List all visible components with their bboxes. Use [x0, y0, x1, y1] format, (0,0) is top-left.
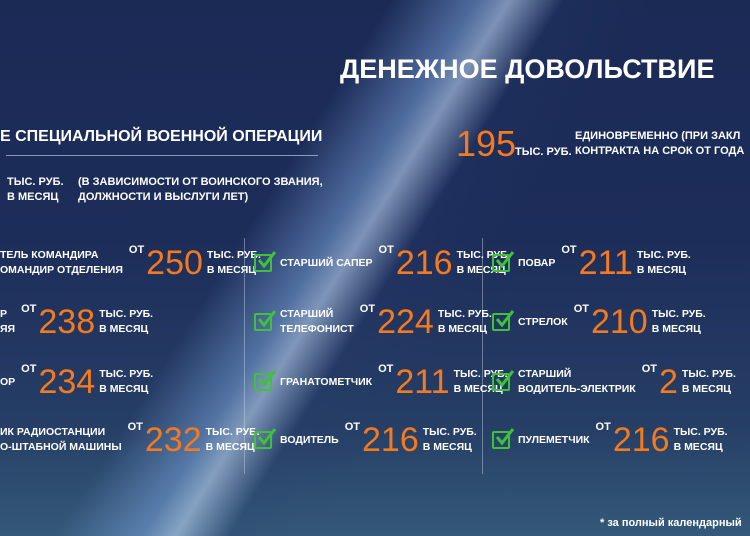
role-label: СТАРШИЙ ТЕЛЕФОНИСТ	[280, 308, 354, 335]
from-label: ОТ	[641, 363, 657, 375]
from-label: ОТ	[359, 303, 376, 315]
salary-value: 211	[395, 363, 450, 401]
lump-text: ЕДИНОВРЕМЕННО (ПРИ ЗАКЛ КОНТРАКТА НА СРОК…	[575, 130, 745, 157]
from-label: ОТ	[128, 244, 145, 256]
salary-row: ИК РАДИОСТАНЦИИ О-ШТАБНОЙ МАШИНЫ ОТ 232 ТЫС.…	[0, 421, 260, 459]
base-unit: ТЫС. РУБ. В МЕСЯЦ	[7, 176, 64, 203]
role-label: ОР	[0, 375, 16, 388]
salary-row: ТЕЛЬ КОМАНДИРА ОМАНДИР ОТДЕЛЕНИЯ ОТ 250 ТЫС.…	[0, 244, 261, 282]
lump-value: 195	[456, 123, 517, 164]
column-divider	[482, 238, 483, 474]
salary-unit: ТЫС. РУБ. В МЕСЯЦ	[99, 368, 154, 395]
salary-unit: ТЫС. РУБ. В МЕСЯЦ	[636, 249, 691, 276]
from-label: ОТ	[573, 303, 589, 315]
salary-row: ГРАНАТОМЕТЧИК ОТ 211 ТЫС. РУБ. В МЕСЯЦ	[254, 363, 508, 401]
checkbox-icon	[254, 428, 277, 449]
section-heading: Е СПЕЦИАЛЬНОЙ ВОЕННОЙ ОПЕРАЦИИ	[0, 128, 323, 145]
salary-unit: ТЫС. РУБ. В МЕСЯЦ	[206, 249, 261, 276]
salary-unit: ТЫС. РУБ. В МЕСЯЦ	[673, 426, 728, 453]
salary-row: ПУЛЕМЕТЧИК ОТ 216 ТЫС. РУБ. В МЕСЯЦ	[492, 421, 728, 459]
role-label: ВОДИТЕЛЬ	[280, 433, 339, 446]
checkbox-icon	[254, 251, 277, 272]
role-label: СТАРШИЙ САПЕР	[280, 256, 373, 269]
salary-row: СТАРШИЙ ТЕЛЕФОНИСТ ОТ 224 ТЫС. РУБ. В МЕСЯЦ	[254, 303, 492, 341]
role-label: СТРЕЛОК	[518, 315, 568, 328]
salary-value: 232	[144, 421, 202, 459]
salary-value: 250	[146, 244, 203, 282]
base-note: (В ЗАВИСИМОСТИ ОТ ВОИНСКОГО ЗВАНИЯ, ДОЛЖН…	[78, 176, 323, 203]
from-label: ОТ	[378, 363, 394, 375]
salary-value: 216	[362, 421, 419, 459]
salary-unit: ТЫС. РУБ. В МЕСЯЦ	[99, 308, 154, 335]
lump-unit: ТЫС. РУБ.	[515, 146, 572, 158]
role-label: ПУЛЕМЕТЧИК	[518, 433, 590, 446]
from-label: ОТ	[127, 421, 143, 433]
divider	[6, 155, 318, 156]
salary-value: 224	[377, 303, 434, 341]
salary-row: Р ЯЯ ОТ 238 ТЫС. РУБ. В МЕСЯЦ	[0, 303, 153, 341]
salary-row: СТАРШИЙ САПЕР ОТ 216 ТЫС. РУБ. В МЕСЯЦ	[254, 244, 511, 282]
role-label: ПОВАР	[518, 256, 556, 269]
salary-value: 234	[38, 363, 96, 401]
checkbox-icon	[492, 428, 515, 449]
salary-value: 238	[38, 303, 96, 341]
role-label: ГРАНАТОМЕТЧИК	[280, 375, 373, 388]
checkbox-icon	[254, 310, 277, 331]
salary-row: ВОДИТЕЛЬ ОТ 216 ТЫС. РУБ. В МЕСЯЦ	[254, 421, 477, 459]
checkbox-icon	[492, 251, 515, 272]
salary-value: 210	[590, 303, 648, 341]
salary-row: ОР ОТ 234 ТЫС. РУБ. В МЕСЯЦ	[0, 363, 153, 401]
role-label: СТАРШИЙ ВОДИТЕЛЬ-ЭЛЕКТРИК	[518, 368, 636, 395]
from-label: ОТ	[344, 421, 360, 433]
from-label: ОТ	[378, 244, 394, 256]
salary-value: 216	[395, 244, 453, 282]
salary-unit: ТЫС. РУБ. В МЕСЯЦ	[437, 308, 492, 335]
salary-value: 2	[658, 363, 678, 401]
footnote: * за полный календарный	[600, 517, 742, 529]
checkbox-icon	[492, 370, 515, 391]
from-label: ОТ	[21, 303, 37, 315]
salary-unit: ТЫС. РУБ. В МЕСЯЦ	[651, 308, 706, 335]
column-divider	[244, 238, 245, 474]
page-title: ДЕНЕЖНОЕ ДОВОЛЬСТВИЕ	[340, 54, 715, 84]
from-label: ОТ	[21, 363, 37, 375]
salary-unit: ТЫС. РУБ. В МЕСЯЦ	[681, 368, 736, 395]
salary-unit: ТЫС. РУБ. В МЕСЯЦ	[453, 368, 508, 395]
salary-unit: ТЫС. РУБ. В МЕСЯЦ	[205, 426, 260, 453]
salary-value: 216	[612, 421, 670, 459]
salary-row: СТАРШИЙ ВОДИТЕЛЬ-ЭЛЕКТРИК ОТ 2 ТЫС. РУБ. В МЕ…	[492, 363, 736, 401]
role-label: ТЕЛЬ КОМАНДИРА ОМАНДИР ОТДЕЛЕНИЯ	[0, 249, 123, 276]
role-label: Р ЯЯ	[0, 308, 16, 335]
from-label: ОТ	[561, 244, 577, 256]
checkbox-icon	[254, 370, 277, 391]
salary-value: 211	[578, 244, 633, 282]
role-label: ИК РАДИОСТАНЦИИ О-ШТАБНОЙ МАШИНЫ	[0, 426, 122, 453]
salary-unit: ТЫС. РУБ. В МЕСЯЦ	[422, 426, 477, 453]
from-label: ОТ	[595, 421, 611, 433]
salary-row: СТРЕЛОК ОТ 210 ТЫС. РУБ. В МЕСЯЦ	[492, 303, 706, 341]
salary-row: ПОВАР ОТ 211 ТЫС. РУБ. В МЕСЯЦ	[492, 244, 691, 282]
checkbox-icon	[492, 310, 515, 331]
